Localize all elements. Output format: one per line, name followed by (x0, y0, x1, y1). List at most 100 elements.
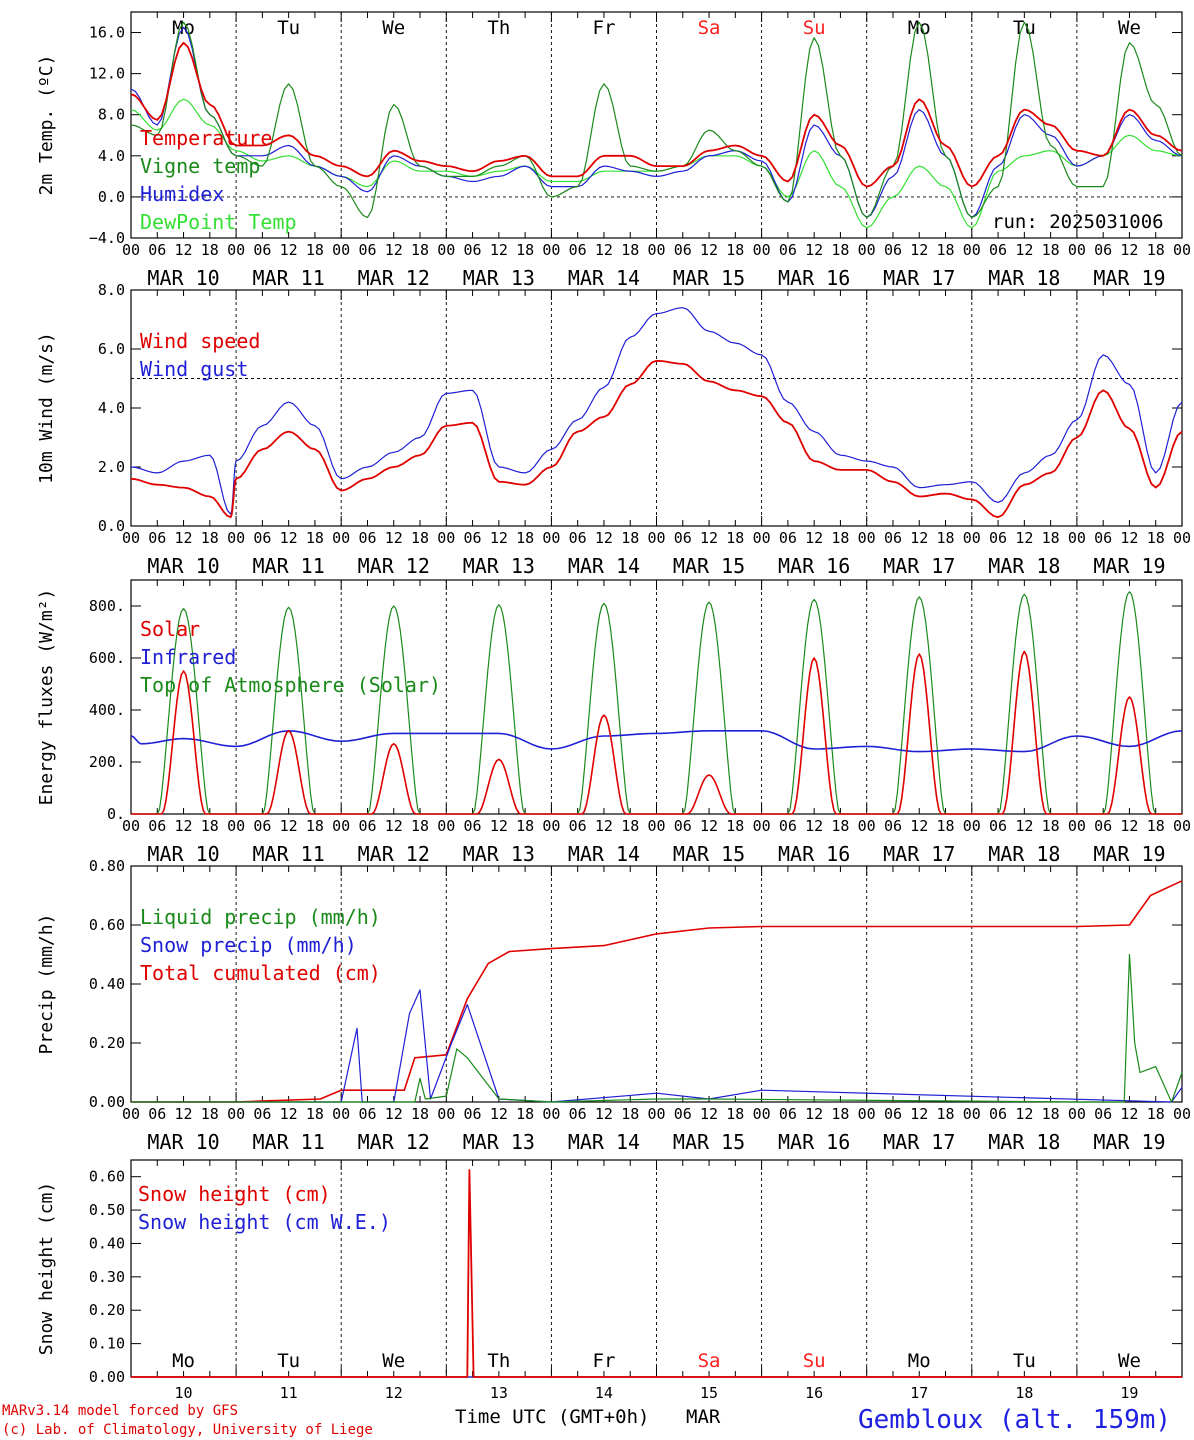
y-tick-label: 0.80 (89, 857, 125, 875)
hour-label: 06 (989, 817, 1007, 835)
hour-label: 18 (516, 817, 534, 835)
legend-entry: Temperature (140, 126, 272, 150)
hour-label: 18 (411, 241, 429, 259)
y-axis-title: Energy fluxes (W/m²) (36, 589, 57, 806)
hour-label: 12 (805, 1105, 823, 1123)
y-tick-label: −4.0 (89, 229, 125, 247)
y-axis-title: 2m Temp. (ºC) (36, 55, 57, 196)
hour-label: 12 (490, 1105, 508, 1123)
panel-3: 0. 200. 400. 600. 800. Energy fluxes (W/m²) 00… (36, 579, 1191, 866)
hour-label: 00 (227, 1105, 245, 1123)
day-number-label: 16 (805, 1384, 823, 1402)
date-label: MAR 11 (253, 842, 325, 866)
day-number-label: 11 (280, 1384, 298, 1402)
hour-label: 06 (884, 241, 902, 259)
date-label: MAR 17 (883, 842, 955, 866)
hour-label: 12 (595, 241, 613, 259)
hour-label: 18 (201, 241, 219, 259)
hour-label: 06 (884, 1105, 902, 1123)
date-label: MAR 17 (883, 1130, 955, 1154)
hour-label: 12 (175, 529, 193, 547)
y-tick-label: 6.0 (98, 340, 125, 358)
hour-label: 06 (989, 241, 1007, 259)
y-tick-label: 400. (89, 701, 125, 719)
date-label: MAR 16 (778, 1130, 850, 1154)
date-label: MAR 17 (883, 266, 955, 290)
hour-label: 18 (621, 529, 639, 547)
hour-label: 18 (726, 529, 744, 547)
date-label: MAR 19 (1093, 554, 1165, 578)
y-tick-label: 200. (89, 753, 125, 771)
hour-label: 06 (569, 241, 587, 259)
hour-label: 00 (858, 817, 876, 835)
hour-label: 00 (227, 529, 245, 547)
hour-label: 12 (805, 529, 823, 547)
hour-label: 00 (1068, 241, 1086, 259)
day-name-label: Su (803, 1350, 826, 1372)
date-label: MAR 18 (988, 842, 1060, 866)
hour-label: 18 (516, 1105, 534, 1123)
hour-label: 06 (1094, 241, 1112, 259)
date-label: MAR 13 (463, 842, 535, 866)
hour-label: 12 (490, 529, 508, 547)
hour-label: 06 (358, 1105, 376, 1123)
footer-model: MARv3.14 model forced by GFS (2, 1403, 238, 1419)
hour-label: 06 (253, 529, 271, 547)
y-tick-label: 16.0 (89, 24, 125, 42)
hour-label: 00 (542, 241, 560, 259)
hour-label: 00 (437, 817, 455, 835)
hour-label: 00 (858, 241, 876, 259)
hour-label: 00 (1068, 1105, 1086, 1123)
hour-label: 12 (175, 817, 193, 835)
date-label: MAR 19 (1093, 842, 1165, 866)
date-label: MAR 12 (358, 554, 430, 578)
hour-label: 00 (437, 1105, 455, 1123)
panel-1: −4.0 0.0 4.0 8.0 12.0 16.0 2m Temp. (ºC) 00 06 12… (36, 11, 1191, 290)
hour-label: 18 (1042, 529, 1060, 547)
date-label: MAR 14 (568, 842, 640, 866)
hour-label: 00 (542, 1105, 560, 1123)
series-snow-height-cm- (131, 1169, 1182, 1378)
hour-label: 18 (621, 1105, 639, 1123)
hour-label: 00 (963, 817, 981, 835)
hour-label: 00 (963, 529, 981, 547)
legend-entry: Snow precip (mm/h) (140, 933, 357, 957)
hour-label: 12 (175, 241, 193, 259)
hour-label: 00 (227, 817, 245, 835)
day-name-label: Fr (593, 1350, 616, 1372)
hour-label: 06 (464, 241, 482, 259)
hour-label: 06 (358, 241, 376, 259)
hour-label: 12 (385, 1105, 403, 1123)
series-temperature (130, 41, 1183, 188)
y-tick-label: 8.0 (98, 281, 125, 299)
hour-label: 18 (831, 817, 849, 835)
date-label: MAR 15 (673, 266, 745, 290)
legend-entry: Humidex (140, 182, 224, 206)
date-label: MAR 16 (778, 266, 850, 290)
y-axis-title: 10m Wind (m/s) (36, 332, 57, 484)
hour-label: 12 (595, 529, 613, 547)
y-tick-label: 12.0 (89, 65, 125, 83)
day-number-label: 12 (385, 1384, 403, 1402)
hour-label: 18 (516, 529, 534, 547)
hour-label: 18 (936, 529, 954, 547)
hour-label: 18 (201, 817, 219, 835)
y-axis-title: Precip (mm/h) (36, 914, 57, 1055)
day-name-label: Mo (172, 1350, 195, 1372)
hour-label: 12 (595, 817, 613, 835)
y-tick-label: 0.60 (89, 1168, 125, 1186)
day-name-label: Tu (277, 1350, 300, 1372)
hour-label: 00 (647, 817, 665, 835)
day-name-label: Fr (593, 17, 616, 39)
y-tick-label: 4.0 (98, 399, 125, 417)
y-tick-label: 0.50 (89, 1201, 125, 1219)
hour-label: 12 (490, 817, 508, 835)
day-name-label: Th (487, 17, 510, 39)
hour-label: 18 (936, 817, 954, 835)
hour-label: 18 (411, 1105, 429, 1123)
y-axis-title: Snow height (cm) (36, 1182, 57, 1355)
hour-label: 00 (332, 529, 350, 547)
day-number-label: 14 (595, 1384, 613, 1402)
hour-label: 06 (148, 1105, 166, 1123)
y-tick-label: 2.0 (98, 458, 125, 476)
